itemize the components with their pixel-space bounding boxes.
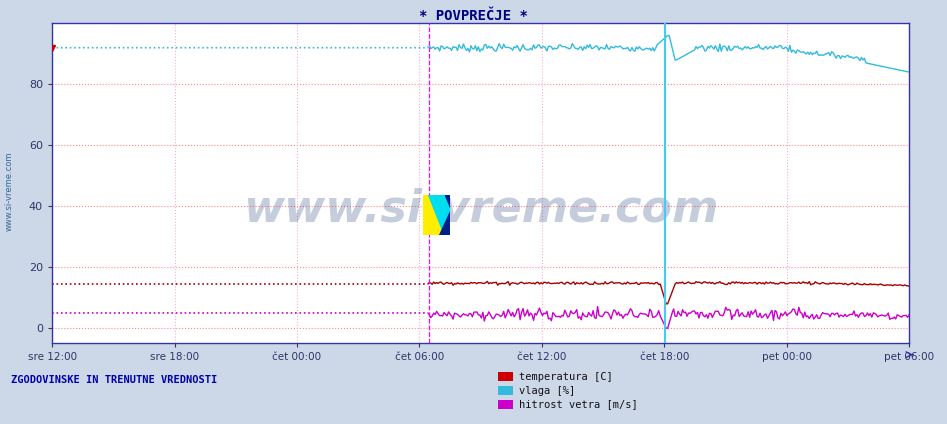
Text: www.si-vreme.com: www.si-vreme.com — [5, 151, 14, 231]
Text: temperatura [C]: temperatura [C] — [519, 371, 613, 382]
Polygon shape — [439, 211, 450, 235]
Text: * POVPREČJE *: * POVPREČJE * — [420, 9, 527, 23]
Polygon shape — [429, 195, 450, 235]
Text: vlaga [%]: vlaga [%] — [519, 385, 575, 396]
Polygon shape — [444, 195, 450, 207]
Text: hitrost vetra [m/s]: hitrost vetra [m/s] — [519, 399, 637, 410]
Text: ZGODOVINSKE IN TRENUTNE VREDNOSTI: ZGODOVINSKE IN TRENUTNE VREDNOSTI — [11, 375, 218, 385]
Text: www.si-vreme.com: www.si-vreme.com — [242, 187, 719, 231]
